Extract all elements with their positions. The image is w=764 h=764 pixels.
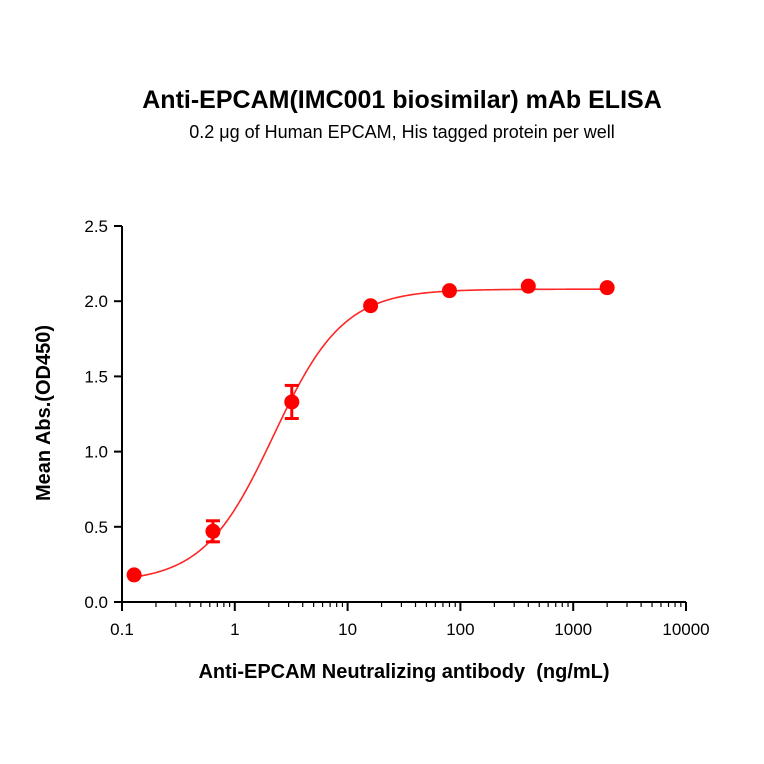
x-tick-label: 10000	[662, 620, 709, 639]
x-tick-label: 1	[230, 620, 239, 639]
y-tick-label: 0.0	[84, 593, 108, 612]
fit-curve-layer	[133, 288, 608, 578]
data-point	[126, 567, 142, 583]
data-points-layer	[126, 278, 615, 583]
data-point-group	[520, 278, 536, 294]
y-tick-label: 1.0	[84, 443, 108, 462]
y-axis-label: Mean Abs.(OD450)	[33, 325, 55, 501]
fit-curve	[133, 288, 608, 578]
x-tick-label: 10	[338, 620, 357, 639]
chart-subtitle: 0.2 μg of Human EPCAM, His tagged protei…	[189, 122, 615, 142]
y-tick-label: 2.0	[84, 292, 108, 311]
data-point	[520, 278, 536, 294]
data-point	[599, 280, 615, 296]
x-tick-label: 0.1	[110, 620, 134, 639]
data-point-group	[205, 519, 221, 544]
data-point	[441, 283, 457, 299]
data-point	[363, 298, 379, 314]
chart-title: Anti-EPCAM(IMC001 biosimilar) mAb ELISA	[142, 86, 662, 114]
x-tick-label: 100	[446, 620, 474, 639]
data-point-group	[599, 280, 615, 296]
data-point-group	[284, 383, 300, 421]
data-point-group	[126, 567, 142, 583]
x-tick-label: 1000	[554, 620, 592, 639]
data-point-group	[363, 298, 379, 314]
data-point	[205, 523, 221, 539]
y-tick-label: 1.5	[84, 367, 108, 386]
y-tick-label: 2.5	[84, 217, 108, 236]
data-point-group	[441, 283, 457, 299]
data-point	[284, 394, 300, 410]
x-axis-label: Anti-EPCAM Neutralizing antibody (ng/mL)	[198, 661, 609, 683]
y-tick-label: 0.5	[84, 518, 108, 537]
axes: 0.0 0.5 1.0 1.5 2.0 2.5 0.1 1 10 100 1000 10000	[84, 217, 709, 639]
